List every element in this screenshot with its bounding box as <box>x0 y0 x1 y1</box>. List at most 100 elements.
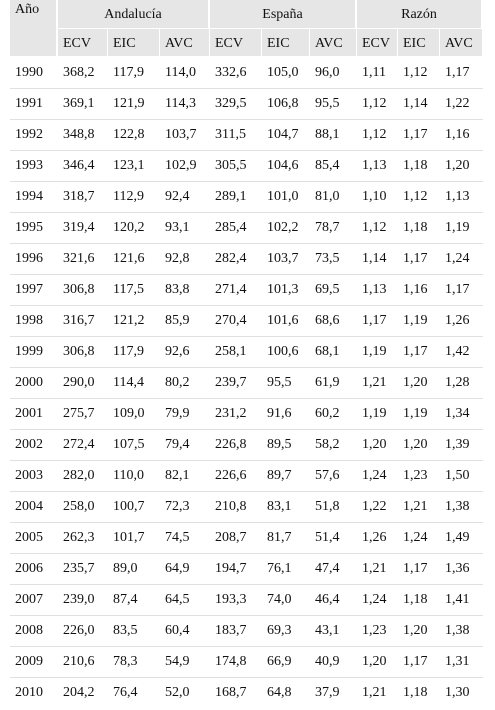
value-cell: 319,4 <box>63 220 95 235</box>
value-cell: 74,0 <box>267 592 292 607</box>
year-cell: 1997 <box>15 282 43 297</box>
value-cell: 204,2 <box>63 685 95 700</box>
value-cell: 1,17 <box>445 65 470 80</box>
value-cell: 121,9 <box>113 96 145 111</box>
year-cell: 2002 <box>15 437 43 452</box>
value-cell: 64,8 <box>267 685 292 700</box>
value-cell: 76,4 <box>113 685 138 700</box>
row-separator <box>10 150 483 151</box>
value-cell: 1,38 <box>445 499 470 514</box>
value-cell: 332,6 <box>215 65 247 80</box>
value-cell: 57,6 <box>315 468 340 483</box>
value-cell: 1,19 <box>362 406 387 421</box>
value-cell: 101,0 <box>267 189 299 204</box>
value-cell: 95,5 <box>315 96 340 111</box>
value-cell: 272,4 <box>63 437 95 452</box>
column-header: EIC <box>108 29 159 56</box>
value-cell: 1,17 <box>403 251 428 266</box>
value-cell: 1,20 <box>445 158 470 173</box>
year-cell: 1996 <box>15 251 43 266</box>
value-cell: 1,19 <box>362 344 387 359</box>
value-cell: 92,6 <box>165 344 190 359</box>
value-cell: 85,9 <box>165 313 190 328</box>
year-cell: 2000 <box>15 375 43 390</box>
column-header: AVC <box>310 29 356 56</box>
value-cell: 1,20 <box>403 375 428 390</box>
value-cell: 262,3 <box>63 530 95 545</box>
value-cell: 1,20 <box>362 654 387 669</box>
value-cell: 1,17 <box>403 127 428 142</box>
value-cell: 1,14 <box>362 251 387 266</box>
value-cell: 110,0 <box>113 468 144 483</box>
value-cell: 1,28 <box>445 375 470 390</box>
value-cell: 1,18 <box>403 158 428 173</box>
column-header: ECV <box>357 29 397 56</box>
group-header: Razón <box>357 0 481 28</box>
value-cell: 1,49 <box>445 530 470 545</box>
value-cell: 83,5 <box>113 623 138 638</box>
value-cell: 60,2 <box>315 406 340 421</box>
value-cell: 1,34 <box>445 406 470 421</box>
value-cell: 1,21 <box>362 685 387 700</box>
year-cell: 2004 <box>15 499 43 514</box>
year-cell: 2007 <box>15 592 43 607</box>
value-cell: 1,12 <box>362 220 387 235</box>
year-cell: 2001 <box>15 406 43 421</box>
value-cell: 104,7 <box>267 127 299 142</box>
value-cell: 329,5 <box>215 96 247 111</box>
value-cell: 101,7 <box>113 530 145 545</box>
row-separator <box>10 677 483 678</box>
value-cell: 1,21 <box>403 499 428 514</box>
value-cell: 117,9 <box>113 344 144 359</box>
value-cell: 1,18 <box>403 685 428 700</box>
value-cell: 68,1 <box>315 344 340 359</box>
value-cell: 346,4 <box>63 158 95 173</box>
value-cell: 226,0 <box>63 623 95 638</box>
value-cell: 306,8 <box>63 282 95 297</box>
value-cell: 64,9 <box>165 561 190 576</box>
year-cell: 1992 <box>15 127 43 142</box>
value-cell: 51,8 <box>315 499 340 514</box>
value-cell: 1,22 <box>445 96 470 111</box>
value-cell: 81,7 <box>267 530 292 545</box>
row-separator <box>10 212 483 213</box>
value-cell: 117,5 <box>113 282 144 297</box>
value-cell: 1,12 <box>403 65 428 80</box>
value-cell: 285,4 <box>215 220 247 235</box>
value-cell: 1,24 <box>403 530 428 545</box>
value-cell: 1,41 <box>445 592 470 607</box>
value-cell: 74,5 <box>165 530 190 545</box>
column-header: ECV <box>58 29 107 56</box>
year-cell: 1994 <box>15 189 43 204</box>
column-header: EIC <box>262 29 309 56</box>
value-cell: 52,0 <box>165 685 190 700</box>
value-cell: 68,6 <box>315 313 340 328</box>
row-separator <box>10 584 483 585</box>
value-cell: 321,6 <box>63 251 95 266</box>
value-cell: 226,8 <box>215 437 247 452</box>
value-cell: 1,16 <box>445 127 470 142</box>
value-cell: 37,9 <box>315 685 340 700</box>
year-cell: 2005 <box>15 530 43 545</box>
value-cell: 1,11 <box>362 65 386 80</box>
value-cell: 271,4 <box>215 282 247 297</box>
value-cell: 1,24 <box>362 592 387 607</box>
value-cell: 66,9 <box>267 654 292 669</box>
value-cell: 83,1 <box>267 499 292 514</box>
value-cell: 114,0 <box>165 65 196 80</box>
value-cell: 109,0 <box>113 406 145 421</box>
value-cell: 270,4 <box>215 313 247 328</box>
value-cell: 47,4 <box>315 561 340 576</box>
value-cell: 282,4 <box>215 251 247 266</box>
row-separator <box>10 336 483 337</box>
row-separator <box>10 305 483 306</box>
value-cell: 91,6 <box>267 406 292 421</box>
value-cell: 282,0 <box>63 468 95 483</box>
column-header: EIC <box>398 29 439 56</box>
year-cell: 2009 <box>15 654 43 669</box>
value-cell: 235,7 <box>63 561 95 576</box>
value-cell: 208,7 <box>215 530 247 545</box>
year-cell: 1993 <box>15 158 43 173</box>
value-cell: 112,9 <box>113 189 144 204</box>
row-separator <box>10 522 483 523</box>
